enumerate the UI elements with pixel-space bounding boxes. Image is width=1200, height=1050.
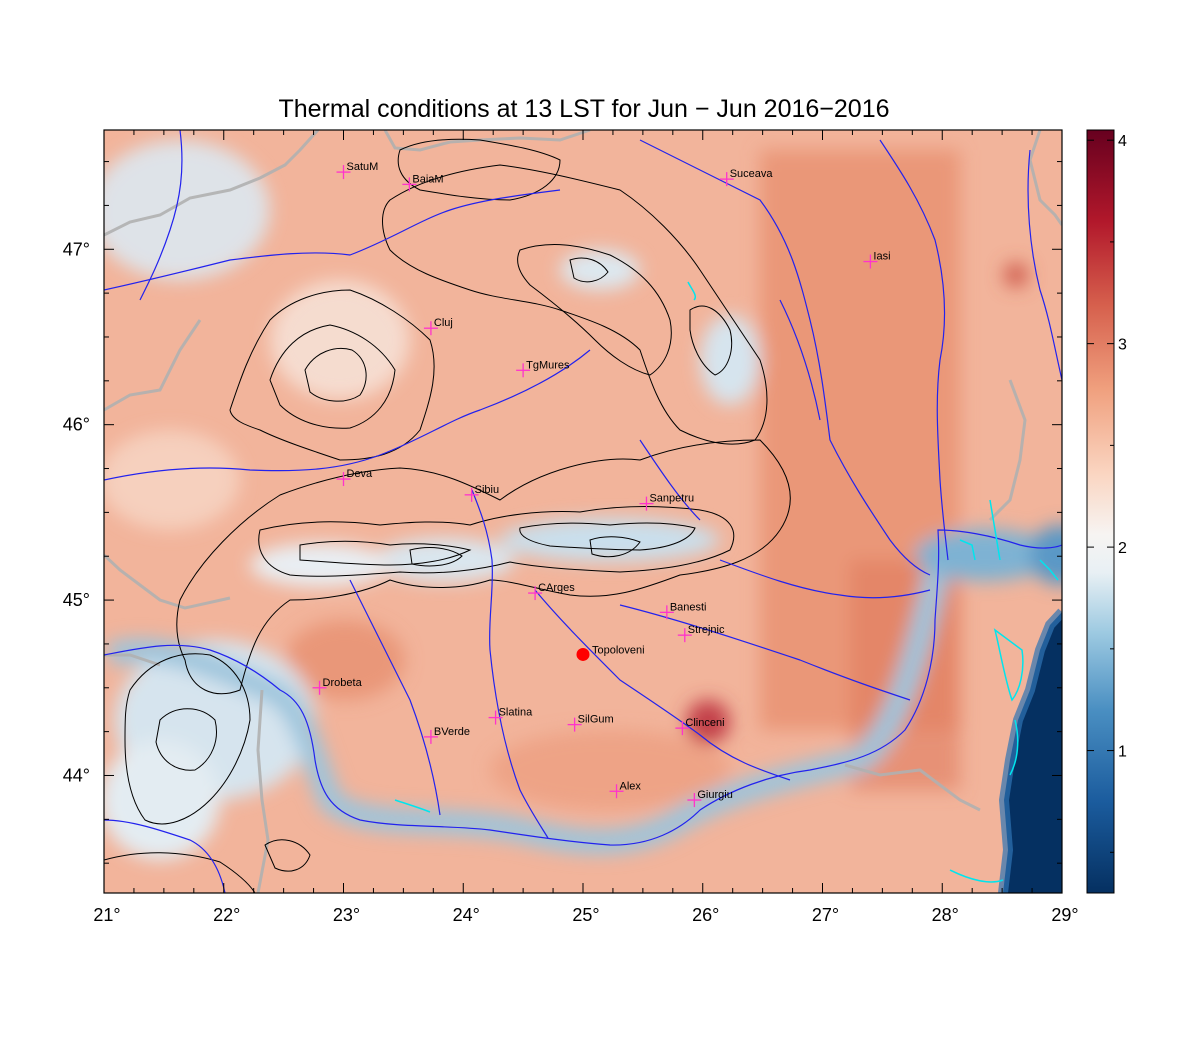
city-strejnic: Strejnic xyxy=(677,624,725,643)
city-label: Sibiu xyxy=(475,484,499,496)
city-sanpetru: Sanpetru xyxy=(639,493,694,511)
colorbar-gradient xyxy=(1086,129,1115,894)
colorbar-ticks: 1 2 3 4 xyxy=(1087,133,1127,853)
map-plot-area: SatuM BaiaM Suceava Iasi Cluj TgMures Deva Sibi… xyxy=(104,130,1062,893)
city-label: Alex xyxy=(620,780,642,792)
city-label: Strejnic xyxy=(688,624,725,636)
city-cluj: Cluj xyxy=(423,317,453,336)
black-sea-coast-blur xyxy=(998,608,1062,893)
city-label: Deva xyxy=(347,468,374,480)
city-alex: Alex xyxy=(609,780,642,799)
black-sea xyxy=(1003,612,1062,893)
city-label: Suceava xyxy=(730,168,774,180)
rivers xyxy=(104,130,1062,893)
highlight-station-label: Topoloveni xyxy=(592,644,645,656)
x-tick-label: 27° xyxy=(812,905,839,925)
city-label: TgMures xyxy=(526,359,570,371)
x-tick-label: 29° xyxy=(1051,905,1078,925)
city-label: Giurgiu xyxy=(697,789,732,801)
x-tick-label: 28° xyxy=(932,905,959,925)
x-tick-label: 26° xyxy=(692,905,719,925)
city-label: CArges xyxy=(538,582,575,594)
city-sibiu: Sibiu xyxy=(464,484,499,502)
map-title: Thermal conditions at 13 LST for Jun − J… xyxy=(278,95,889,123)
latitude-axis: 44° 45° 46° 47° xyxy=(63,161,1062,864)
city-markers: SatuM BaiaM Suceava Iasi Cluj TgMures Deva Sibi… xyxy=(312,161,891,808)
city-clinceni: Clinceni xyxy=(675,717,725,736)
city-label: SatuM xyxy=(347,161,379,173)
city-satum: SatuM xyxy=(336,161,379,180)
city-label: Drobeta xyxy=(323,677,363,689)
city-deva: Deva xyxy=(336,468,374,487)
city-label: Banesti xyxy=(670,601,707,613)
city-label: BVerde xyxy=(434,726,470,738)
city-label: Slatina xyxy=(499,707,534,719)
x-tick-label: 21° xyxy=(93,905,120,925)
country-borders xyxy=(104,130,1062,893)
colorbar: 1 2 3 4 xyxy=(1086,129,1127,894)
city-tgmures: TgMures xyxy=(516,359,570,378)
city-suceava: Suceava xyxy=(719,168,774,187)
highlight-station: Topoloveni xyxy=(576,644,645,661)
y-tick-label: 47° xyxy=(63,239,90,259)
city-label: BaiaM xyxy=(412,173,443,185)
y-tick-label: 44° xyxy=(63,765,90,785)
x-tick-label: 23° xyxy=(333,905,360,925)
longitude-axis: 21° 22° 23° 24° 25° 26° 27° 28° 29° xyxy=(93,130,1079,925)
city-giurgiu: Giurgiu xyxy=(687,789,733,808)
city-label: Sanpetru xyxy=(649,493,694,505)
city-carges: CArges xyxy=(528,582,575,601)
colorbar-label: 4 xyxy=(1118,133,1127,150)
lakes xyxy=(394,281,1059,883)
city-iasi: Iasi xyxy=(863,251,891,269)
highlight-station-dot xyxy=(576,647,590,661)
city-label: Iasi xyxy=(873,251,890,263)
city-banesti: Banesti xyxy=(659,601,707,620)
city-label: SilGum xyxy=(578,714,614,726)
city-label: Clinceni xyxy=(685,717,724,729)
city-slatina: Slatina xyxy=(488,707,534,725)
city-drobeta: Drobeta xyxy=(312,677,363,695)
x-tick-label: 24° xyxy=(453,905,480,925)
y-tick-label: 46° xyxy=(63,415,90,435)
relief-contours xyxy=(104,138,791,893)
city-silgum: SilGum xyxy=(567,714,614,732)
city-baiam: BaiaM xyxy=(402,173,444,192)
city-label: Cluj xyxy=(434,317,453,329)
colorbar-label: 1 xyxy=(1118,744,1127,761)
x-tick-label: 25° xyxy=(572,905,599,925)
x-tick-label: 22° xyxy=(213,905,240,925)
colorbar-label: 3 xyxy=(1118,337,1127,354)
y-tick-label: 45° xyxy=(63,590,90,610)
colorbar-label: 2 xyxy=(1118,540,1127,557)
city-bverde: BVerde xyxy=(423,726,470,744)
